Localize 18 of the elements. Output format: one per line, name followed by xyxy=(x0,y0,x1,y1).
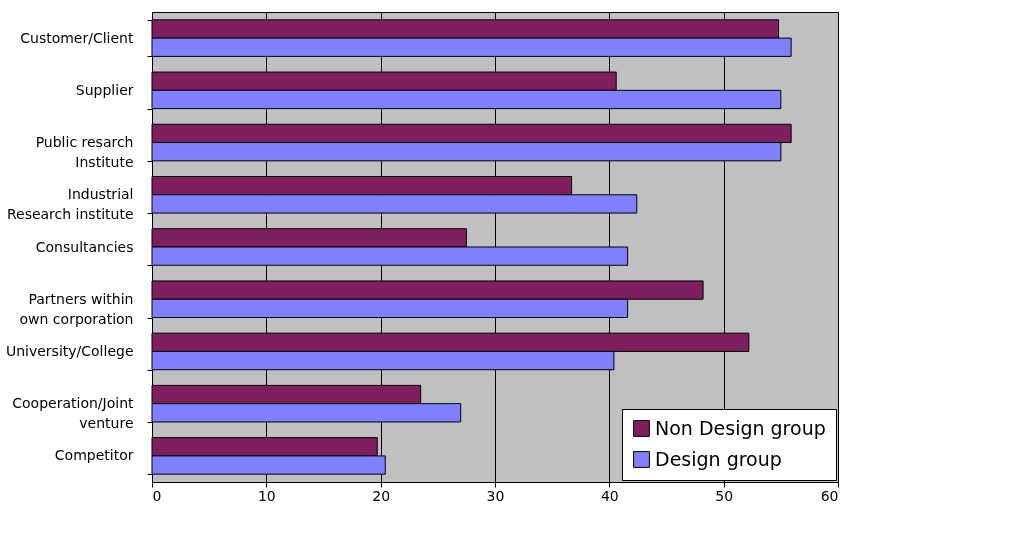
y-tick-label: Industrial Research institute xyxy=(6,186,134,223)
legend-label: Design group xyxy=(655,447,782,470)
y-tick-label: Supplier xyxy=(75,81,134,98)
x-tick-label: 20 xyxy=(372,487,391,504)
x-tick-label: 40 xyxy=(600,487,619,504)
x-tick-label: 10 xyxy=(257,487,276,504)
y-tick-label: Partners within own corporation xyxy=(19,290,134,327)
y-tick-label: Consultancies xyxy=(35,238,134,255)
y-tick-label: Public resarch Institute xyxy=(35,134,134,171)
x-tick-label: 30 xyxy=(486,487,505,504)
y-tick-label: University/College xyxy=(5,342,134,359)
legend-label: Non Design group xyxy=(655,416,826,439)
y-tick-label: Customer/Client xyxy=(20,29,134,46)
x-tick-label: 0 xyxy=(152,487,162,504)
y-tick-label: Competitor xyxy=(54,447,134,464)
x-tick-label: 50 xyxy=(715,487,734,504)
y-tick-label: Cooperation/Joint venture xyxy=(12,395,134,432)
x-tick-label: 60 xyxy=(820,487,839,504)
